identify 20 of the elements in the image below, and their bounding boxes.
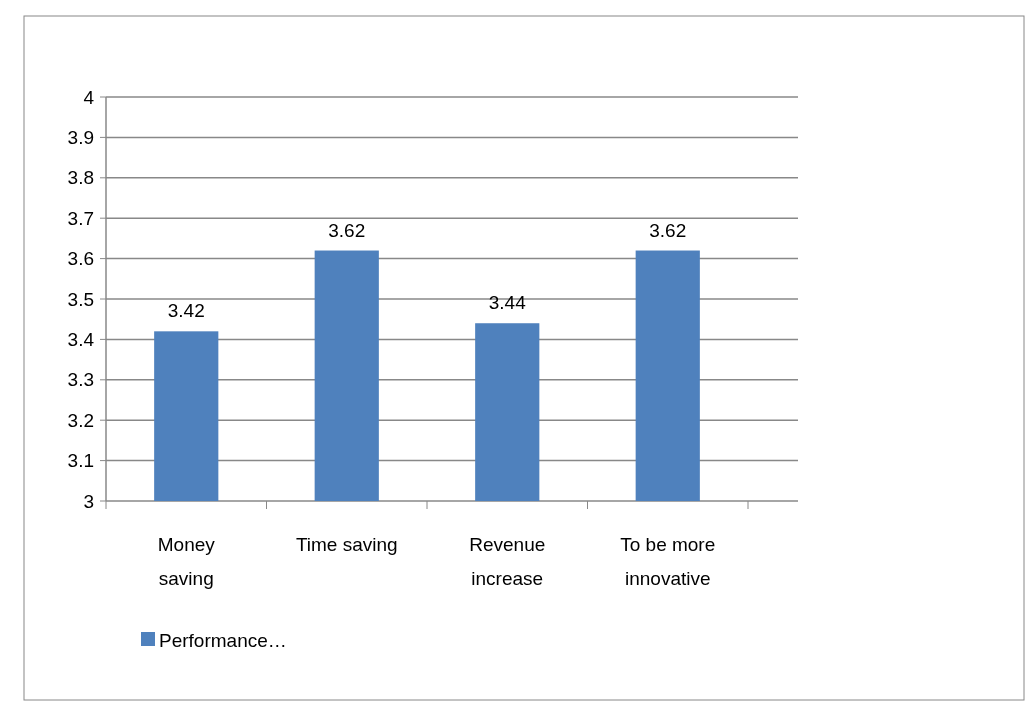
y-tick-label: 3.4 (67, 329, 95, 351)
y-tick-label: 3.3 (67, 369, 94, 391)
y-tick-label: 3.6 (67, 248, 94, 270)
x-tick-label: Money saving (157, 534, 216, 589)
legend-label: Performance… (159, 629, 287, 651)
data-label: 3.42 (167, 300, 205, 322)
data-label: 3.62 (649, 219, 687, 241)
y-tick-label: 3.1 (67, 450, 94, 472)
x-tick-label: To be more innovative (620, 534, 716, 589)
data-label: 3.62 (328, 219, 366, 241)
data-label: 3.44 (488, 292, 527, 314)
y-tick-label: 4 (83, 86, 95, 108)
y-tick-label: 3.7 (67, 207, 94, 229)
y-tick-label: 3.5 (67, 288, 94, 310)
y-tick-label: 3.8 (67, 167, 94, 189)
x-tick-label: Revenue increase (469, 534, 546, 589)
y-tick-label: 3.9 (67, 127, 94, 149)
y-tick-label: 3.2 (67, 409, 94, 431)
x-tick-label: Time saving (295, 534, 398, 555)
y-tick-label: 3 (83, 490, 94, 512)
